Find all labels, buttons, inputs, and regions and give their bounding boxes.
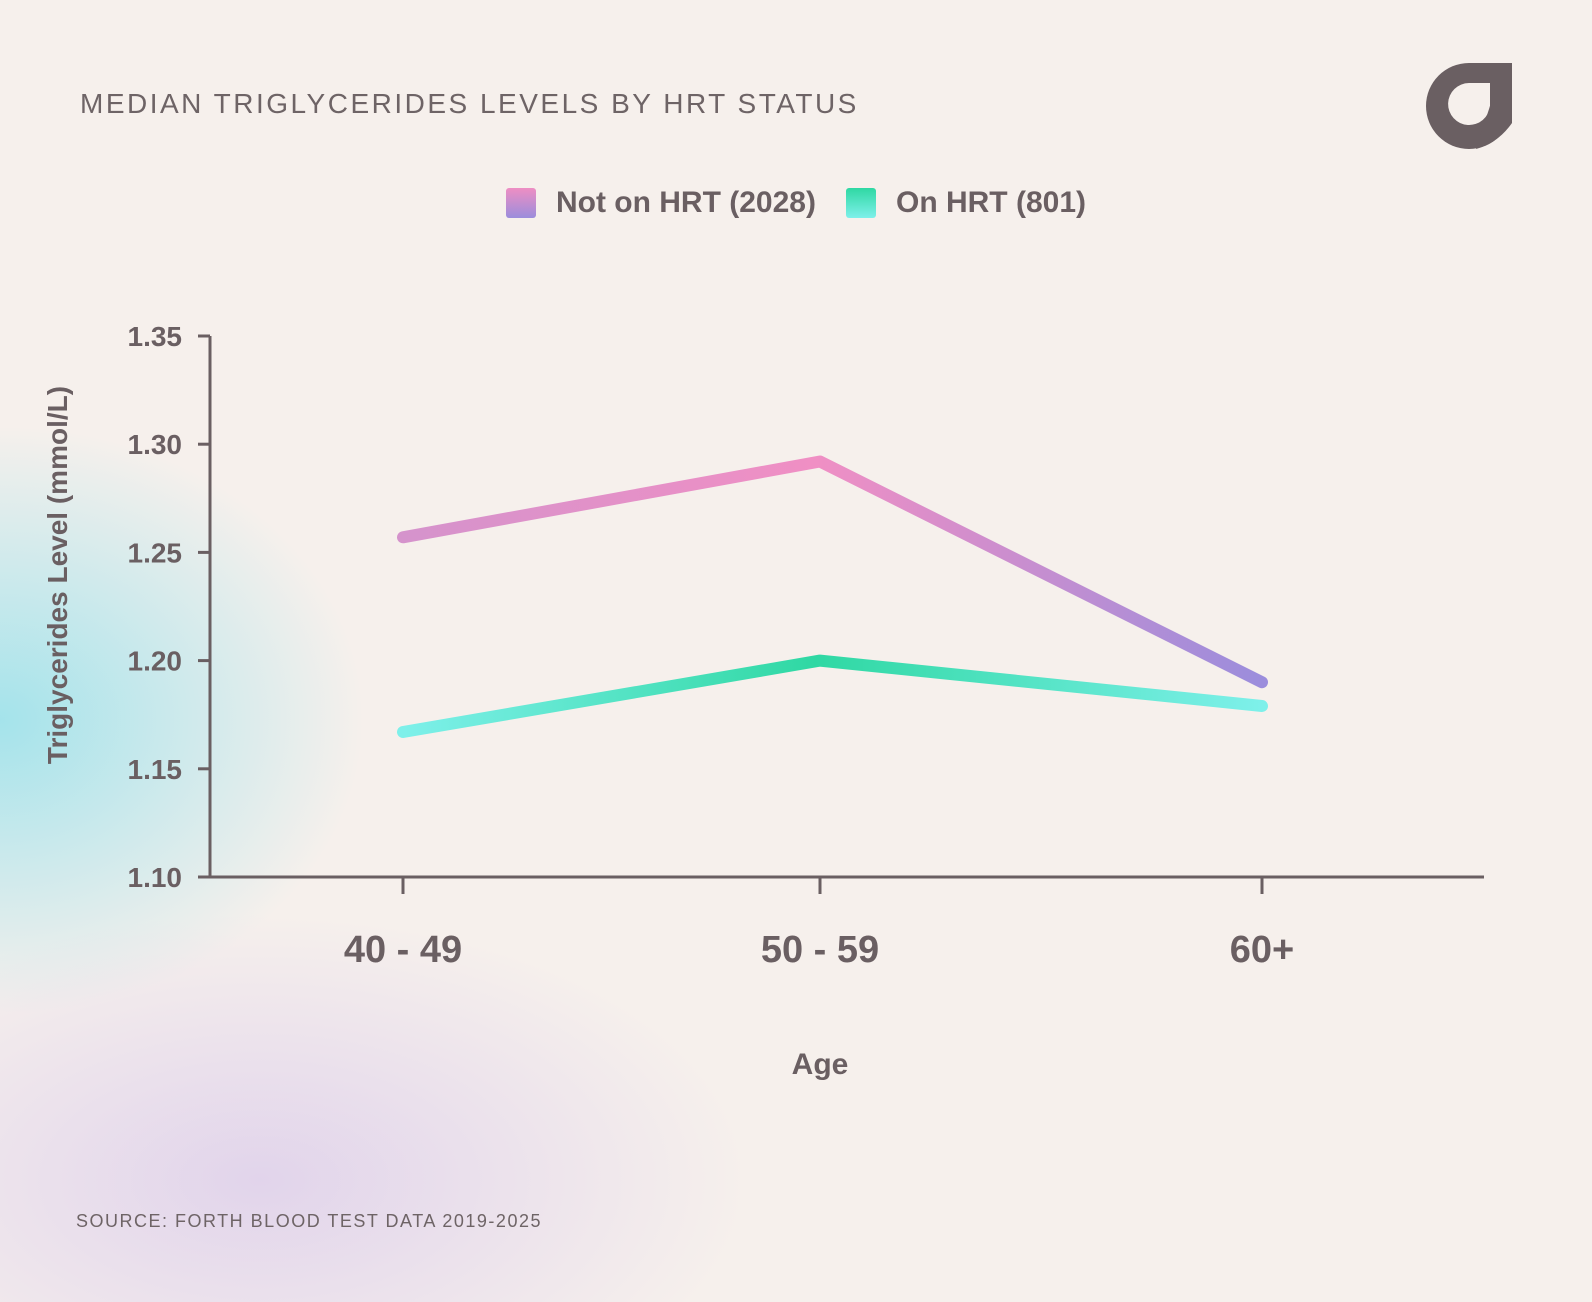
forth-logo-icon: [1426, 63, 1512, 149]
x-axis-label: Age: [791, 1048, 849, 1081]
legend-swatch-not-on-hrt: [505, 188, 536, 218]
y-tick-label: 1.15: [128, 754, 183, 785]
x-tick-label: 50 - 59: [761, 929, 879, 971]
legend-item-not-on-hrt: Not on HRT (2028): [505, 186, 816, 220]
y-tick-label: 1.20: [128, 646, 183, 677]
y-tick-label: 1.25: [128, 537, 183, 568]
legend: Not on HRT (2028) On HRT (801): [0, 186, 1592, 220]
legend-item-on-hrt: On HRT (801): [845, 186, 1087, 220]
legend-label-not-on-hrt: Not on HRT (2028): [555, 186, 816, 219]
y-tick-label: 1.10: [128, 862, 183, 893]
chart-title: MEDIAN TRIGLYCERIDES LEVELS BY HRT STATU…: [80, 88, 859, 119]
y-tick-label: 1.35: [128, 321, 183, 352]
y-tick-label: 1.30: [128, 429, 183, 460]
legend-label-on-hrt: On HRT (801): [895, 186, 1087, 219]
legend-swatch-on-hrt: [845, 188, 876, 218]
x-tick-label: 60+: [1230, 929, 1294, 971]
series-line-not-on-hrt: [397, 455, 1268, 689]
x-tick-label: 40 - 49: [344, 929, 462, 971]
series-line-on-hrt: [397, 654, 1268, 738]
source-note: SOURCE: FORTH BLOOD TEST DATA 2019-2025: [76, 1211, 542, 1231]
